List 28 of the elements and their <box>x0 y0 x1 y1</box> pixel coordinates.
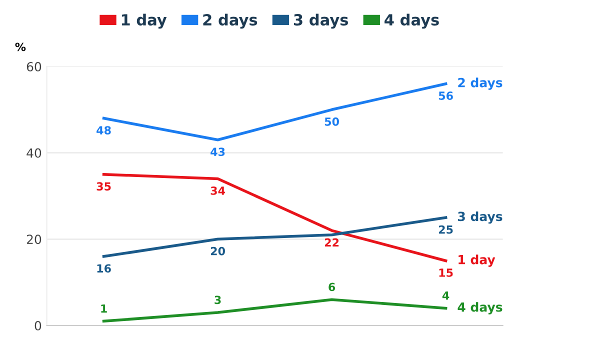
legend-label: 4 days <box>384 14 439 29</box>
text: 1 day <box>458 254 496 267</box>
data-label: 16 <box>97 264 111 273</box>
data-label: 1 <box>101 304 107 313</box>
y-axis-title: % <box>15 42 26 52</box>
text: 3 days <box>458 211 502 224</box>
text: 2 days <box>458 78 502 90</box>
legend-label: 3 days <box>294 14 348 29</box>
data-label: 25 <box>438 225 453 234</box>
data-label: 22 <box>324 238 339 247</box>
y-tick-label: 0 <box>34 320 42 330</box>
text: 4 days <box>458 302 502 314</box>
legend-label: 1 day <box>122 14 167 29</box>
legend-label: 2 days <box>203 14 258 29</box>
y-tick-label: 40 <box>26 148 42 158</box>
data-label: 15 <box>439 268 453 277</box>
data-label: 6 <box>328 282 336 292</box>
data-label: 50 <box>324 117 339 126</box>
data-label: 48 <box>96 126 111 134</box>
data-label: 56 <box>438 92 453 100</box>
data-label: 20 <box>210 246 225 256</box>
data-label: 43 <box>210 148 225 156</box>
data-label: 4 <box>442 292 450 300</box>
y-tick-label: 20 <box>26 234 42 244</box>
data-label: 35 <box>96 182 111 191</box>
data-label: 3 <box>214 296 221 304</box>
data-label: 34 <box>210 186 226 195</box>
y-tick-label: 60 <box>26 62 42 72</box>
